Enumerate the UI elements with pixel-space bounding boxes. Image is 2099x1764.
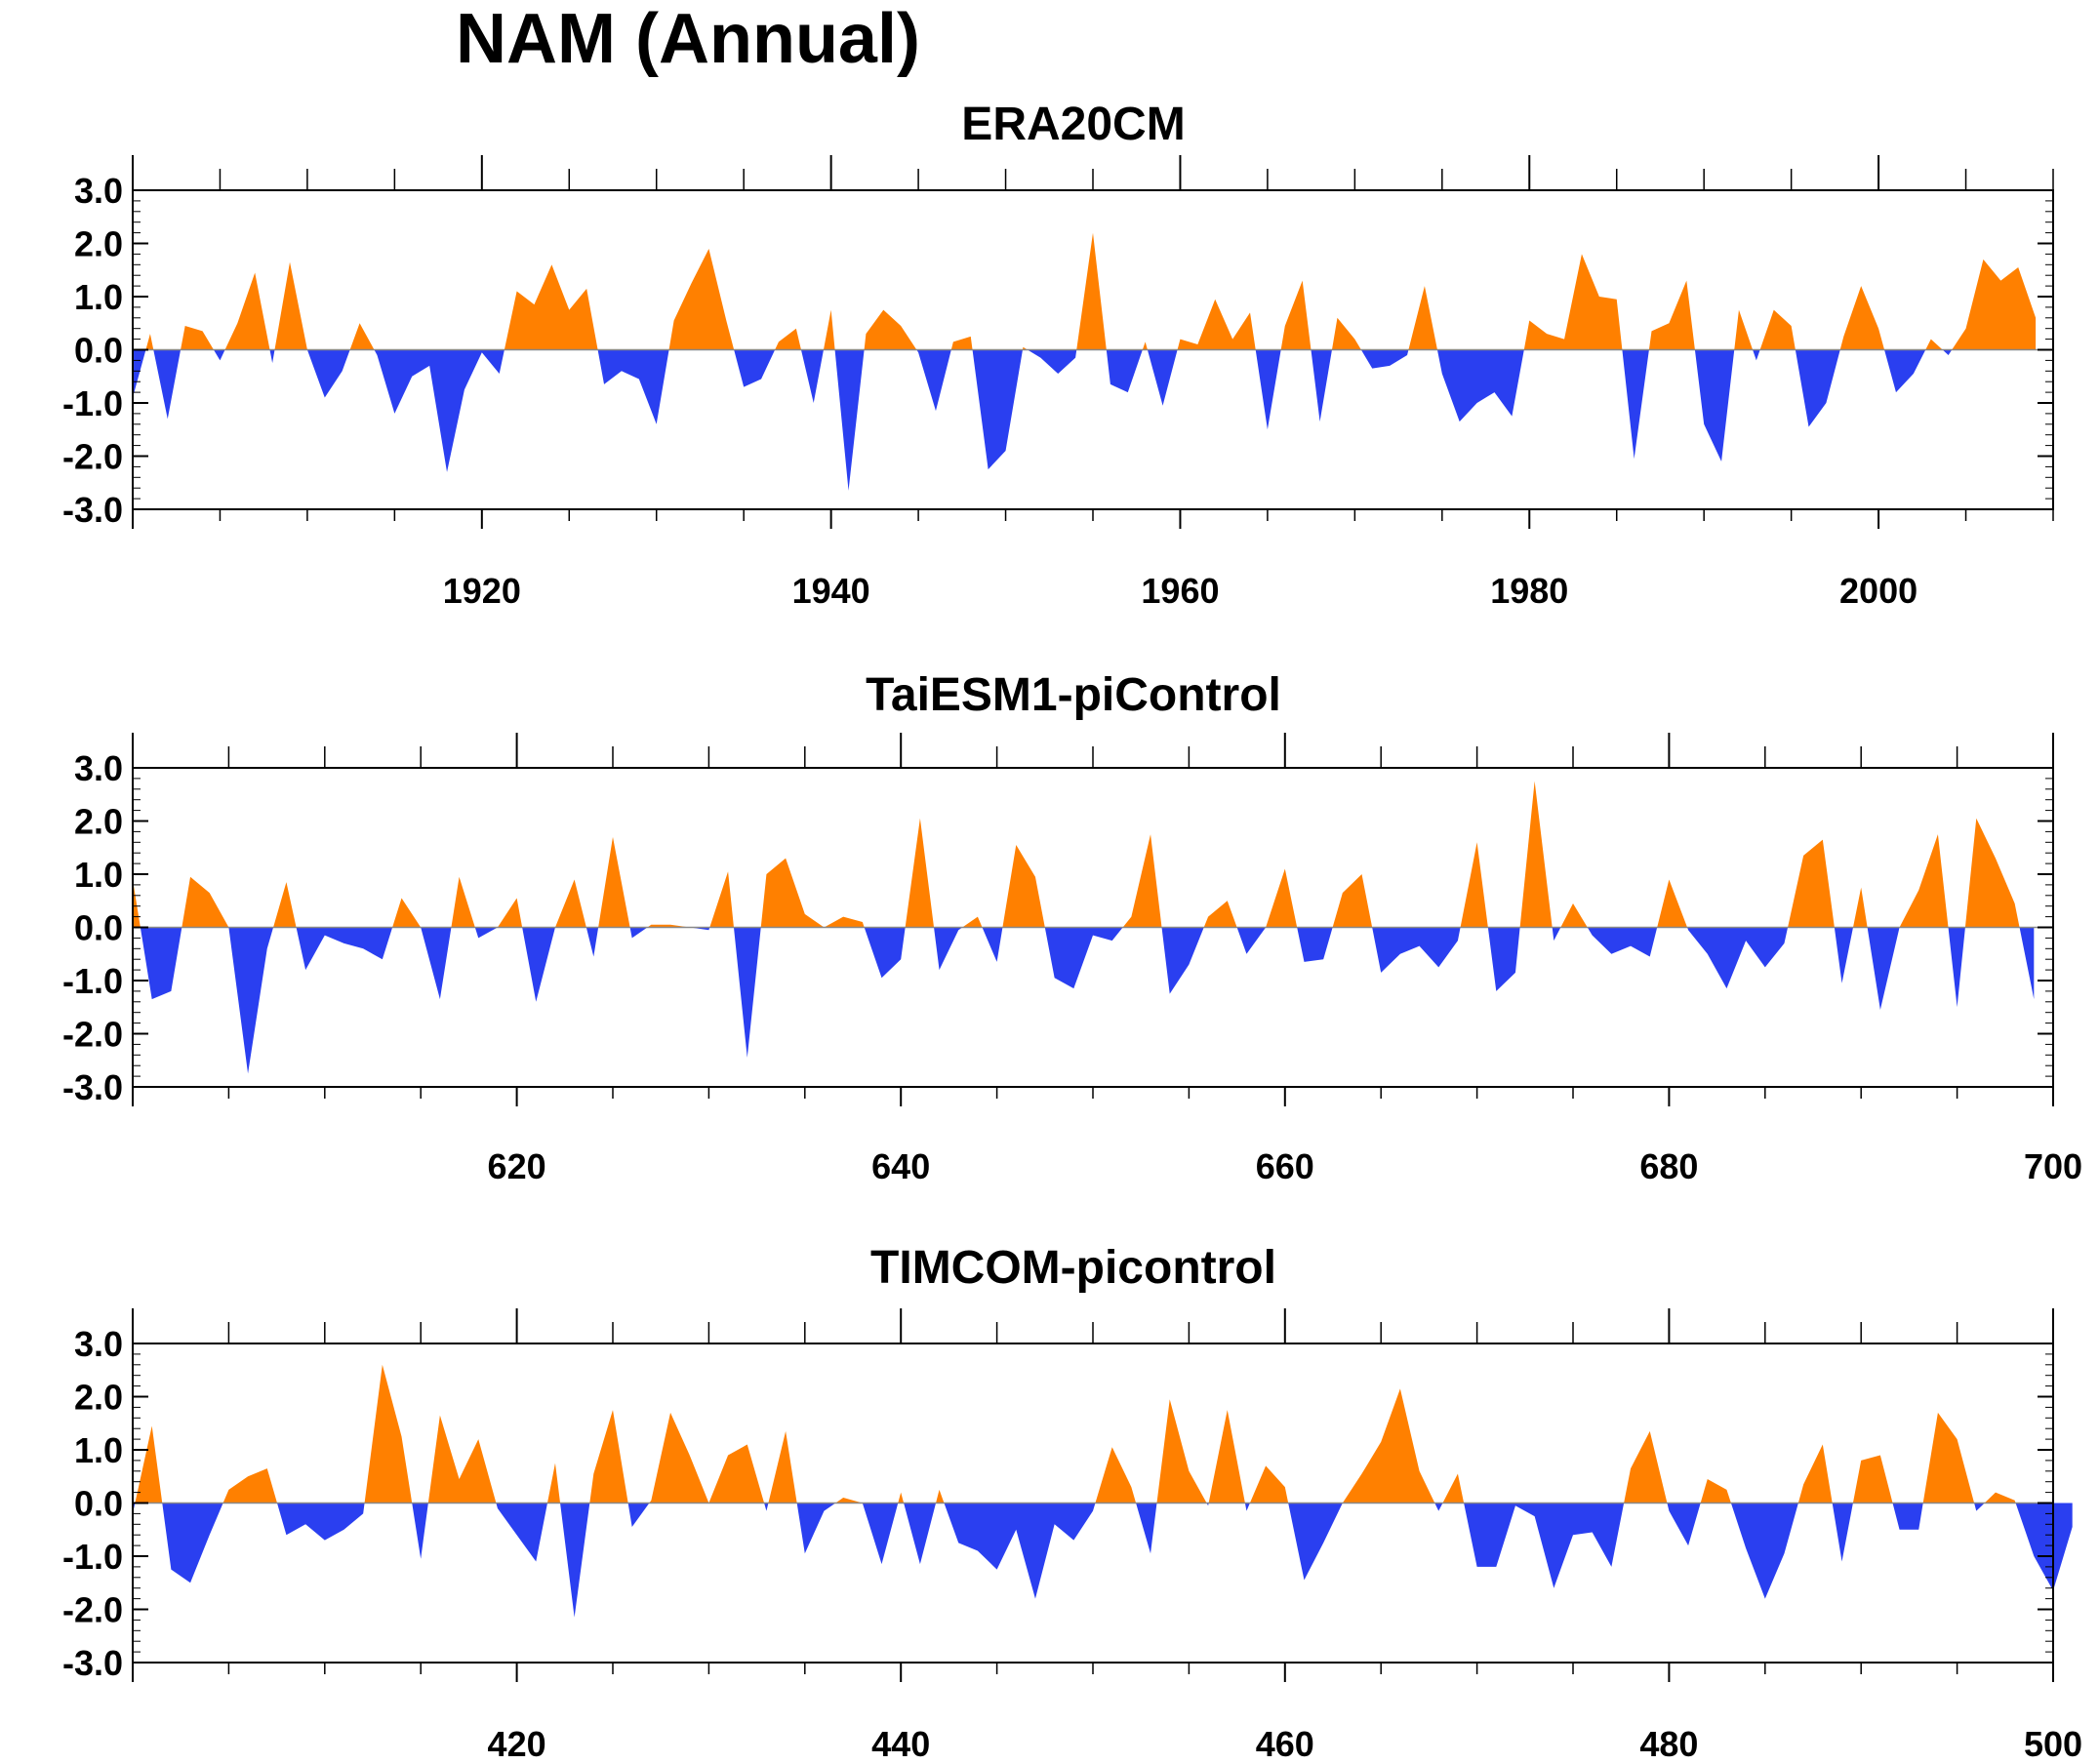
- y-tick-label: 1.0: [74, 1430, 123, 1470]
- y-tick-label: 2.0: [74, 802, 123, 842]
- y-tick-label: -1.0: [62, 383, 123, 423]
- y-tick-label: -2.0: [62, 1590, 123, 1630]
- x-tick-label: 1960: [1141, 571, 1219, 611]
- x-tick-label: 700: [2024, 1146, 2082, 1186]
- chart-main-title: NAM (Annual): [456, 0, 920, 78]
- y-tick-label: -2.0: [62, 437, 123, 477]
- positive-anomaly-area: [133, 781, 2020, 928]
- x-tick-label: 1980: [1490, 571, 1568, 611]
- panel-2-title: TaiESM1-piControl: [866, 669, 1281, 721]
- y-tick-label: -1.0: [62, 1537, 123, 1577]
- panel-1-chart: 3.0 2.0 1.0 0.0 -1.0 -2.0 -3.0 1920 1940 1960 1980…: [62, 155, 2054, 611]
- x-tick-label: 2000: [1839, 571, 1917, 611]
- negative-anomaly-area: [133, 349, 1953, 491]
- y-tick-label: 0.0: [74, 908, 123, 948]
- negative-anomaly-area: [133, 1503, 2073, 1618]
- x-tick-label: 640: [871, 1146, 930, 1186]
- y-tick-label: 2.0: [74, 224, 123, 264]
- x-tick-label: 1940: [792, 571, 870, 611]
- y-tick-label: 0.0: [74, 331, 123, 371]
- y-tick-label: 1.0: [74, 855, 123, 895]
- x-tick-label: 460: [1256, 1724, 1314, 1764]
- x-tick-label: 660: [1256, 1146, 1314, 1186]
- negative-anomaly-area: [140, 927, 2035, 1074]
- y-tick-label: 0.0: [74, 1484, 123, 1524]
- y-tick-label: 3.0: [74, 748, 123, 788]
- x-tick-label: 620: [488, 1146, 546, 1186]
- x-tick-label: 440: [871, 1724, 930, 1764]
- x-tick-label: 420: [488, 1724, 546, 1764]
- y-tick-label: 1.0: [74, 277, 123, 317]
- x-tick-label: 1920: [443, 571, 521, 611]
- panel-1-title: ERA20CM: [961, 99, 1186, 150]
- y-tick-label: -1.0: [62, 961, 123, 1001]
- positive-anomaly-area: [145, 232, 2037, 350]
- y-tick-label: -3.0: [62, 1643, 123, 1683]
- x-tick-label: 480: [1639, 1724, 1698, 1764]
- y-tick-label: -3.0: [62, 1067, 123, 1107]
- y-tick-label: 3.0: [74, 171, 123, 211]
- y-tick-label: -3.0: [62, 490, 123, 530]
- panel-3-title: TIMCOM-picontrol: [870, 1242, 1276, 1294]
- y-tick-label: 3.0: [74, 1324, 123, 1364]
- positive-anomaly-area: [135, 1364, 2016, 1503]
- x-tick-label: 680: [1639, 1146, 1698, 1186]
- x-tick-label: 500: [2024, 1724, 2082, 1764]
- y-tick-label: -2.0: [62, 1015, 123, 1055]
- panel-2-chart: 3.0 2.0 1.0 0.0 -1.0 -2.0 -3.0 620 640 660 680 700: [62, 733, 2082, 1186]
- y-tick-label: 2.0: [74, 1378, 123, 1418]
